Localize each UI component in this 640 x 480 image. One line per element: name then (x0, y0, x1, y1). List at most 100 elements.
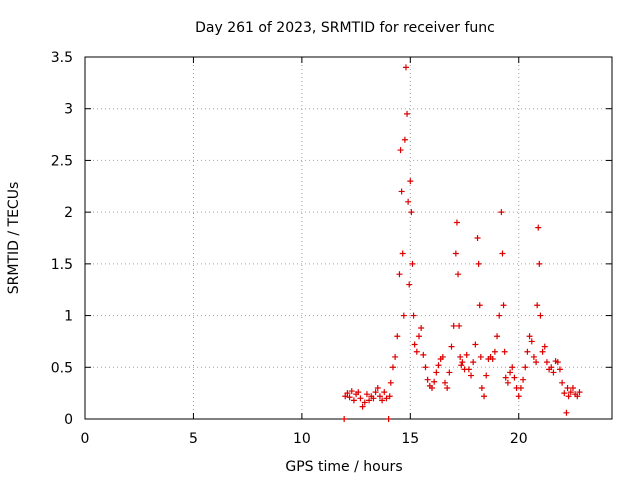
data-point (496, 312, 503, 319)
data-point (400, 312, 407, 319)
data-point (386, 393, 393, 400)
y-tick-label: 0.5 (51, 360, 73, 376)
data-point (453, 219, 460, 226)
data-point (559, 379, 566, 386)
data-point (576, 389, 583, 396)
data-point (476, 302, 483, 309)
data-point (418, 324, 425, 331)
data-point (563, 409, 570, 416)
data-point (385, 416, 392, 422)
data-points (341, 64, 583, 422)
data-point (370, 395, 377, 402)
y-tick-labels: 0 0.5 1 1.5 2 2.5 3 3.5 (51, 50, 73, 428)
data-point (348, 388, 355, 395)
data-point (344, 390, 351, 397)
data-point (444, 384, 451, 391)
data-point (341, 416, 348, 422)
data-point (498, 209, 505, 216)
data-point (556, 366, 563, 373)
data-point (537, 312, 544, 319)
data-point (346, 394, 353, 401)
data-point (402, 64, 409, 71)
data-point (567, 389, 574, 396)
data-point (489, 356, 496, 363)
data-point (491, 348, 498, 355)
data-point (355, 389, 362, 396)
x-tick-labels: 0 5 10 15 20 (81, 431, 528, 447)
data-point (357, 395, 364, 402)
data-point (439, 353, 446, 360)
data-point (548, 364, 555, 371)
data-point (379, 397, 386, 404)
y-tick-label: 3.5 (51, 50, 73, 66)
data-point (374, 384, 381, 391)
data-point (361, 399, 368, 406)
data-point (428, 384, 435, 391)
data-point (422, 364, 429, 371)
data-point (535, 224, 542, 231)
data-point (392, 353, 399, 360)
data-point (405, 198, 412, 205)
data-point (363, 391, 370, 398)
data-point (526, 333, 533, 340)
y-axis-label: SRMTID / TECUs (6, 182, 22, 295)
data-point (450, 322, 457, 329)
data-point (389, 364, 396, 371)
data-point (539, 348, 546, 355)
data-point (424, 376, 431, 383)
data-point (524, 348, 531, 355)
data-point (561, 390, 568, 397)
x-tick-label: 0 (81, 431, 90, 447)
data-point (409, 260, 416, 267)
x-tick-label: 10 (293, 431, 311, 447)
data-point (433, 369, 440, 376)
data-point (394, 333, 401, 340)
x-axis-label: GPS time / hours (285, 459, 402, 475)
data-point (564, 384, 571, 391)
data-point (366, 397, 373, 404)
data-point (456, 322, 463, 329)
data-point (350, 397, 357, 404)
data-point (474, 235, 481, 241)
data-point (463, 351, 470, 358)
data-point (381, 389, 388, 396)
data-point (446, 369, 453, 376)
data-point (507, 369, 514, 376)
data-point (543, 359, 550, 366)
data-point (399, 250, 406, 257)
plot-frame (84, 56, 613, 420)
y-tick-label: 3 (64, 102, 73, 118)
data-point (509, 364, 516, 371)
data-point (406, 281, 413, 288)
x-tick-label: 5 (189, 431, 198, 447)
data-point (522, 364, 529, 371)
data-point (574, 393, 581, 400)
y-tick-label: 1.5 (51, 257, 73, 273)
y-tick-label: 0 (64, 412, 73, 428)
data-point (459, 359, 466, 366)
data-point (565, 393, 572, 400)
axis-ticks (84, 56, 612, 420)
data-point (457, 353, 464, 360)
data-point (534, 302, 541, 309)
data-point (411, 341, 418, 348)
data-point (452, 250, 459, 257)
data-point (413, 348, 420, 355)
data-point (468, 372, 475, 379)
data-point (372, 389, 379, 396)
data-point (520, 376, 527, 383)
data-point (408, 209, 415, 216)
data-point (475, 260, 482, 267)
data-point (500, 302, 507, 309)
data-point (383, 395, 390, 402)
data-point (407, 178, 414, 185)
data-point (478, 384, 485, 391)
data-point (435, 362, 442, 369)
data-point (499, 250, 506, 257)
data-point (550, 369, 557, 376)
data-point (511, 374, 518, 381)
data-point (420, 351, 427, 358)
data-point (515, 393, 522, 400)
data-point (465, 366, 472, 373)
